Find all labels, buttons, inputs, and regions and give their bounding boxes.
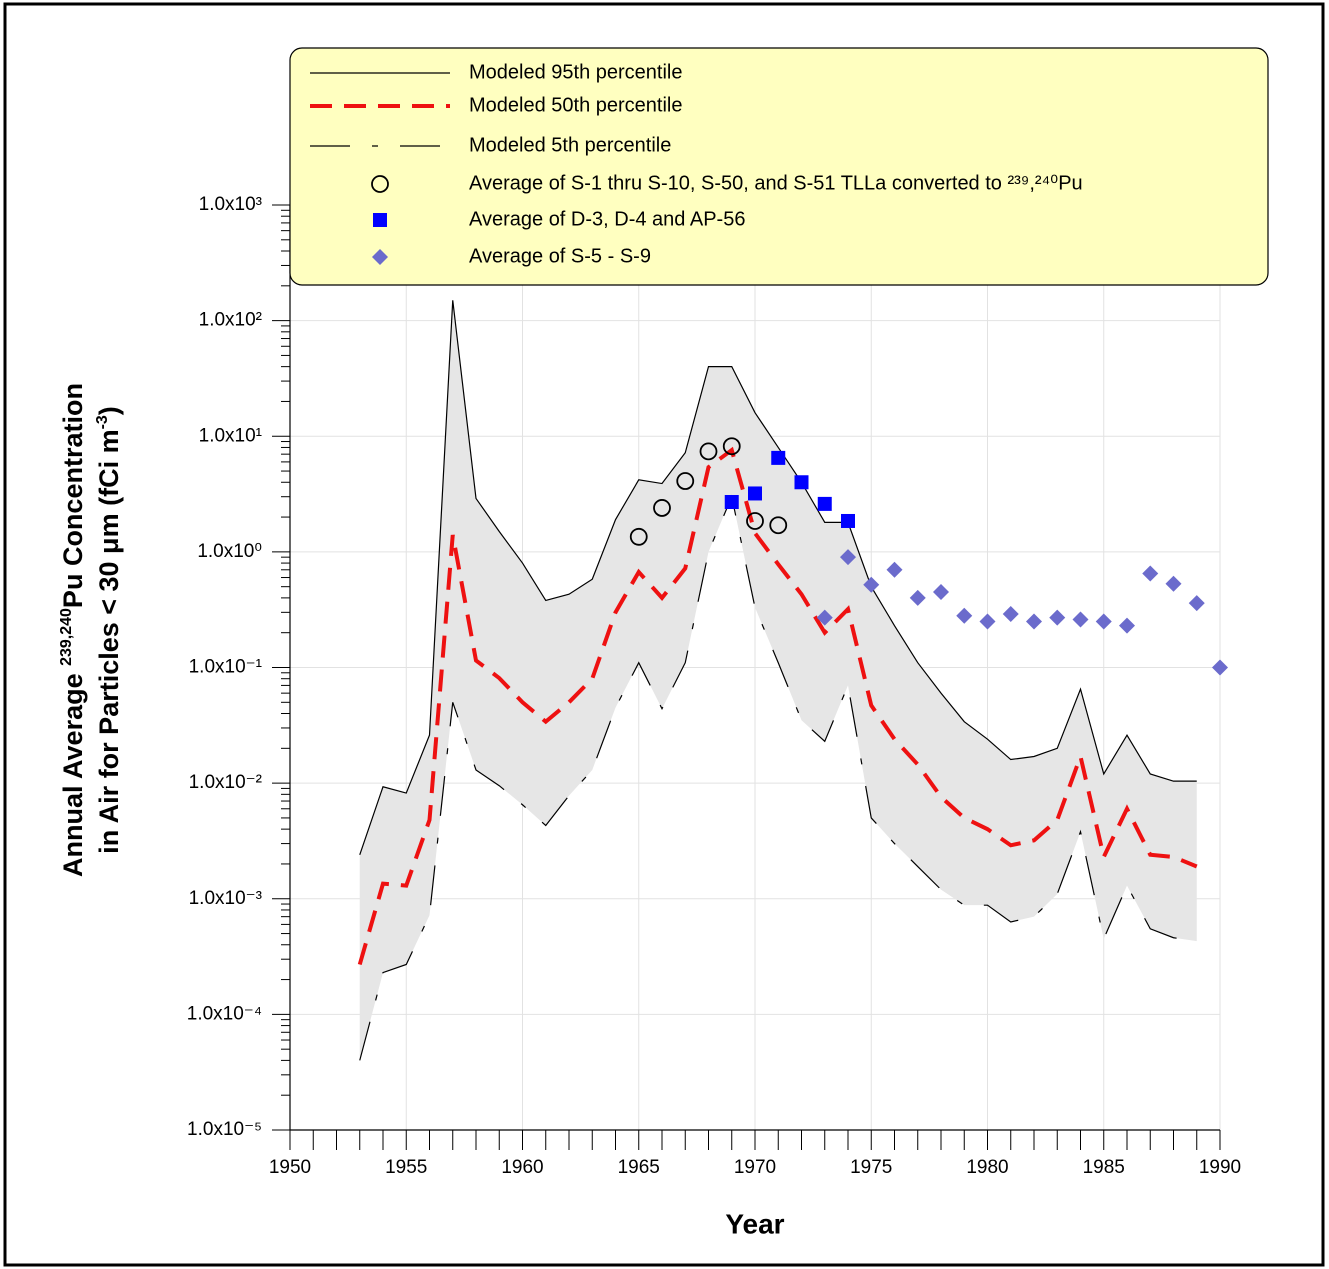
series-line — [359, 300, 1197, 855]
y-axis-label-line: Annual Average 239,240Pu Concentration — [58, 383, 88, 877]
legend-label: Average of S-5 - S-9 — [469, 245, 651, 267]
y-tick-label: 1.0x10⁻¹ — [189, 657, 262, 678]
legend-box — [289, 47, 1269, 286]
y-axis-label-line: in Air for Particles < 30 μm (fCi m-3) — [94, 406, 124, 854]
x-tick-label: 1970 — [734, 1157, 776, 1178]
x-tick-label: 1965 — [618, 1157, 660, 1178]
x-tick-label: 1960 — [501, 1157, 543, 1178]
y-axis-label-part: 239,240 — [58, 608, 75, 666]
marker-diamond — [863, 576, 880, 593]
legend-label: Average of S-1 thru S-10, S-50, and S-51… — [469, 172, 1083, 194]
marker-diamond — [1165, 575, 1182, 592]
marker-circle — [371, 175, 389, 193]
y-tick-label: 1.0x10¹ — [199, 425, 262, 446]
x-tick-label: 1950 — [269, 1157, 311, 1178]
x-tick-label: 1955 — [385, 1157, 427, 1178]
marker-diamond — [909, 589, 926, 606]
marker-diamond — [933, 583, 949, 600]
marker-diamond — [840, 549, 856, 566]
marker-square — [724, 494, 739, 509]
series-line — [357, 446, 1198, 966]
marker-circle — [653, 499, 671, 517]
y-tick-label: 1.0x10² — [199, 310, 262, 331]
legend-label: Modeled 5th percentile — [469, 134, 671, 156]
marker-diamond — [1095, 613, 1112, 630]
y-tick-label: 1.0x10⁻⁴ — [187, 1003, 262, 1024]
marker-diamond — [1212, 659, 1228, 676]
y-axis-label: Annual Average 239,240Pu Concentration in… — [58, 383, 124, 877]
plot-front: 1.0x10⁻⁵ 1.0x10⁻⁴ 1.0x10⁻³ 1.0x10⁻² 1.0x10⁻¹… — [187, 194, 1241, 1178]
marker-diamond — [1049, 609, 1066, 626]
y-axis-label-part: Annual Average — [58, 666, 88, 877]
marker-circle — [676, 472, 695, 490]
marker-square — [771, 450, 786, 465]
marker-circle — [699, 442, 718, 461]
marker-diamond — [816, 609, 833, 626]
marker-diamond — [956, 607, 973, 624]
y-tick-label: 1.0x10⁰ — [197, 541, 262, 562]
marker-square — [748, 486, 762, 501]
x-tick-label: 1975 — [850, 1157, 892, 1178]
marker-circle — [746, 512, 764, 530]
y-axis-label-part: ) — [94, 406, 124, 415]
legend-label: Modeled 95th percentile — [469, 61, 682, 83]
marker-diamond — [1002, 606, 1019, 623]
y-tick-label: 1.0x10³ — [199, 194, 262, 215]
legend: Modeled 95th percentile Modeled 50th perc… — [289, 47, 1269, 286]
marker-diamond — [979, 613, 996, 630]
y-tick-label: 1.0x10⁻⁵ — [187, 1119, 262, 1140]
y-axis-label-part: in Air for Particles < 30 μm (fCi m — [94, 429, 124, 853]
marker-diamond — [1142, 565, 1159, 582]
y-axis-label-part: -3 — [94, 415, 111, 429]
marker-diamond — [1119, 617, 1135, 634]
marker-square — [794, 475, 809, 490]
x-tick-label: 1985 — [1083, 1157, 1125, 1178]
x-tick-label: 1980 — [966, 1157, 1008, 1178]
marker-circle — [629, 527, 648, 546]
legend-label: Modeled 50th percentile — [469, 94, 682, 116]
marker-square — [373, 213, 387, 227]
marker-diamond — [372, 249, 388, 265]
y-tick-label: 1.0x10⁻³ — [189, 888, 262, 909]
x-axis-label: Year — [725, 1208, 784, 1239]
x-tick-label: 1990 — [1199, 1157, 1241, 1178]
marker-diamond — [886, 561, 903, 578]
y-tick-label: 1.0x10⁻² — [189, 772, 262, 793]
marker-diamond — [1188, 595, 1205, 612]
y-axis-label-part: Pu Concentration — [58, 383, 88, 608]
marker-diamond — [1072, 611, 1089, 628]
legend-label: Average of D-3, D-4 and AP-56 — [469, 208, 745, 230]
marker-square — [841, 513, 855, 528]
series-line — [359, 494, 1197, 1061]
percentile-band — [359, 300, 1197, 1061]
marker-diamond — [1026, 613, 1042, 630]
marker-square — [817, 496, 832, 511]
marker-circle — [722, 437, 741, 456]
marker-circle — [769, 516, 788, 535]
